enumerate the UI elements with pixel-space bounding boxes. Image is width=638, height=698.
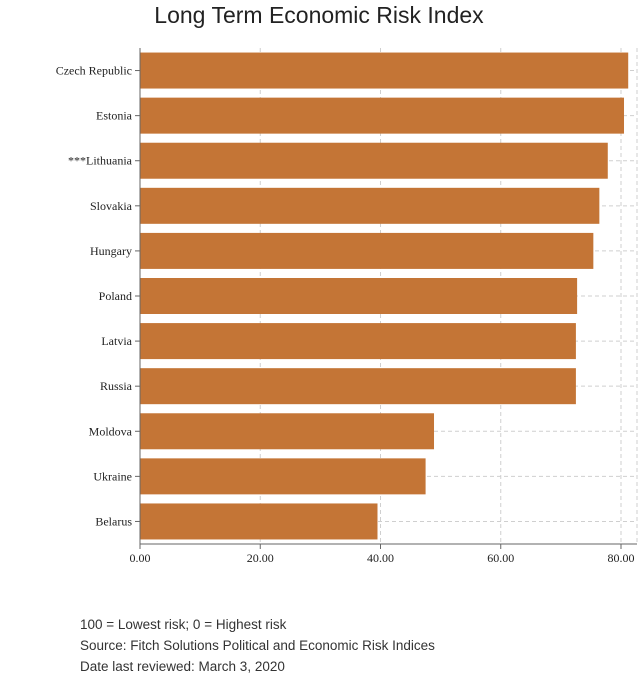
bar [140,52,629,89]
bar [140,458,426,495]
category-label: Hungary [90,244,132,258]
bar [140,187,600,224]
bar [140,323,576,360]
x-tick-label: 60.00 [487,551,514,565]
x-tick-label: 40.00 [367,551,394,565]
chart-notes: 100 = Lowest risk; 0 = Highest risk Sour… [80,614,435,677]
category-label: Poland [99,289,132,303]
category-label: Belarus [95,514,132,528]
bar [140,368,576,405]
scale-note: 100 = Lowest risk; 0 = Highest risk [80,617,287,632]
category-label: Latvia [101,334,132,348]
bar [140,278,578,314]
bar-chart: Czech Republic Estonia ***Lithuania Slovaki… [56,48,638,565]
category-label: Czech Republic [56,64,132,78]
category-label: Slovakia [90,199,133,213]
bar [140,232,594,269]
x-tick-label: 20.00 [247,551,274,565]
category-label: Estonia [96,109,133,123]
category-label: Moldova [89,424,133,438]
review-date-note: Date last reviewed: March 3, 2020 [80,659,285,674]
bar [140,142,608,179]
x-tick-label: 0.00 [130,551,151,565]
category-label: Russia [100,379,133,393]
bar [140,413,435,450]
source-note: Source: Fitch Solutions Political and Ec… [80,638,435,653]
bar [140,503,378,540]
x-tick-label: 80.00 [608,551,635,565]
bar [140,97,625,134]
category-label: Ukraine [93,469,132,483]
category-label: ***Lithuania [68,154,133,168]
chart-title: Long Term Economic Risk Index [154,2,484,28]
